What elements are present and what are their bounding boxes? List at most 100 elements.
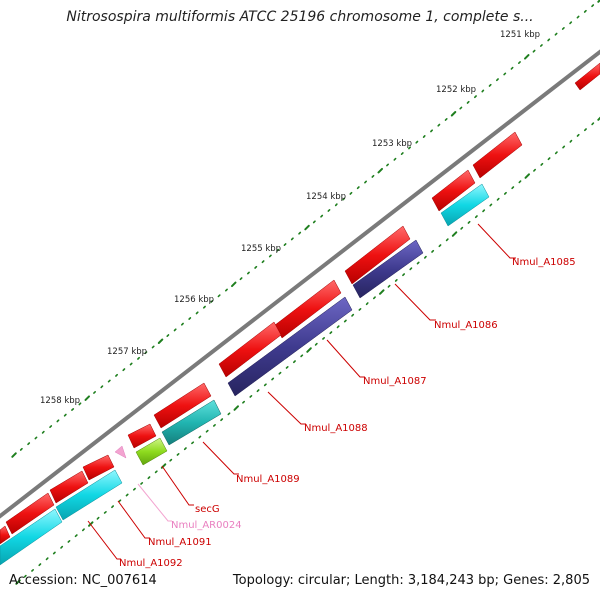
gene-reverse-arrow[interactable] [161,399,222,446]
minor-tick [482,209,486,213]
gene-label-nmul-a1088[interactable]: Nmul_A1088 [304,423,368,434]
minor-tick [239,277,243,281]
minor-tick [31,568,35,572]
minor-tick [409,267,413,271]
minor-tick [583,128,587,132]
gene-label-nmul-a1085[interactable]: Nmul_A1085 [512,257,576,268]
minor-tick [387,284,391,288]
gene-reverse-arrow[interactable] [55,469,123,521]
gene-reverse-arrow[interactable] [227,296,353,397]
major-tick [597,0,600,3]
minor-tick [539,44,543,47]
major-tick [379,289,385,295]
minor-tick [561,26,565,30]
minor-tick [129,362,133,366]
minor-tick [496,197,500,201]
minor-tick [495,78,499,82]
minor-tick [268,254,272,258]
minor-tick [488,83,492,87]
minor-tick [278,371,282,375]
minor-tick [38,563,42,567]
minor-tick [467,220,471,224]
major-tick [304,224,310,231]
minor-tick [386,163,390,167]
gene-forward-arrow[interactable] [153,382,212,429]
minor-tick [503,191,507,195]
gene-forward-arrow[interactable] [127,423,157,449]
gene-label-nmul-a1087[interactable]: Nmul_A1087 [363,376,427,387]
minor-tick [591,122,595,126]
minor-tick [329,331,333,335]
minor-tick [298,231,302,235]
gene-reverse-arrow[interactable] [440,183,490,227]
leader-line [87,520,121,560]
minor-tick [576,15,580,19]
minor-tick [591,4,595,8]
minor-tick [115,373,118,377]
minor-tick [23,574,27,578]
gene-label-secg[interactable]: secG [195,504,220,515]
gene-forward-arrow[interactable] [344,225,411,285]
scale-label-1257: 1257 kbp [107,347,147,357]
minor-tick [431,249,435,253]
minor-tick [554,151,558,155]
minor-tick [300,354,304,358]
gene-forward-arrow[interactable] [472,131,523,179]
minor-tick [364,180,368,184]
minor-tick [227,412,231,416]
scale-label-1253: 1253 kbp [372,139,412,149]
minor-tick [400,152,404,155]
minor-tick [473,95,477,99]
minor-tick [122,368,126,372]
minor-tick [154,470,158,474]
minor-tick [327,209,331,212]
minor-tick [78,402,82,406]
scale-label-1252: 1252 kbp [436,85,476,95]
minor-tick [67,539,71,543]
minor-tick [276,248,280,252]
minor-tick [444,118,448,121]
gene-forward-arrow[interactable] [82,454,115,481]
minor-tick [93,390,96,394]
minor-tick [314,342,318,346]
minor-tick [96,516,100,520]
minor-tick [144,351,148,355]
minor-tick [365,302,369,306]
minor-tick [151,345,155,349]
minor-tick [133,487,136,491]
topology-text: Topology: circular; Length: 3,184,243 bp… [232,573,590,588]
minor-tick [459,106,463,110]
minor-tick [583,9,587,13]
pseudogene-marker[interactable] [114,445,127,459]
gene-label-nmul-a1092[interactable]: Nmul_A1092 [119,558,183,569]
gene-forward-arrow[interactable] [5,492,55,535]
gene-forward-arrow[interactable] [218,321,282,378]
minor-tick [416,261,420,265]
gene-forward-arrow[interactable] [431,169,476,212]
minor-tick [402,273,406,277]
minor-tick [100,385,104,389]
minor-tick [19,447,23,451]
reverse-strand-genes [0,183,490,566]
major-tick [524,54,530,60]
gene-reverse-arrow[interactable] [135,437,168,466]
minor-tick [292,360,296,364]
minor-tick [254,265,258,269]
gene-reverse-arrow[interactable] [352,239,424,299]
minor-tick [438,244,442,248]
scale-label-1251: 1251 kbp [500,30,540,40]
minor-tick [107,379,111,383]
gene-label-nmul-ar0024[interactable]: Nmul_AR0024 [171,520,242,531]
gene-forward-arrow[interactable] [0,525,11,545]
minor-tick [52,551,56,555]
gene-forward-arrow[interactable] [49,470,89,504]
gene-reverse-arrow[interactable] [0,508,63,566]
gene-label-nmul-a1086[interactable]: Nmul_A1086 [434,320,498,331]
minor-tick [393,157,397,161]
leader-line [267,391,306,425]
gene-forward-arrow[interactable] [574,62,600,91]
gene-label-nmul-a1091[interactable]: Nmul_A1091 [148,537,212,548]
minor-tick [137,356,140,360]
gene-label-nmul-a1089[interactable]: Nmul_A1089 [236,474,300,485]
